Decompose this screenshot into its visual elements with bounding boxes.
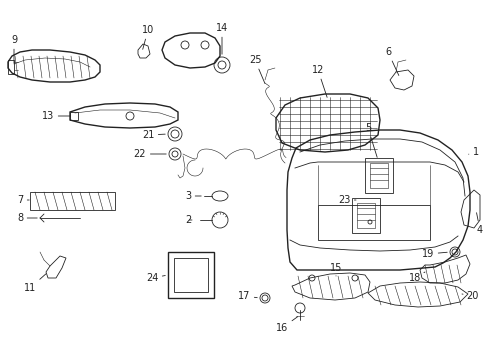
Text: 17: 17 bbox=[237, 291, 257, 301]
Text: 21: 21 bbox=[142, 130, 165, 140]
Text: 1: 1 bbox=[468, 147, 478, 157]
Text: 15: 15 bbox=[329, 263, 342, 276]
Text: 18: 18 bbox=[408, 272, 424, 283]
Text: 4: 4 bbox=[476, 213, 482, 235]
Text: 14: 14 bbox=[215, 23, 228, 54]
Text: 22: 22 bbox=[134, 149, 166, 159]
Text: 5: 5 bbox=[364, 123, 376, 157]
Text: 24: 24 bbox=[145, 273, 165, 283]
Bar bbox=[168, 252, 214, 298]
Text: 13: 13 bbox=[42, 111, 70, 121]
Text: 23: 23 bbox=[337, 195, 355, 205]
Text: 6: 6 bbox=[384, 47, 398, 76]
Text: 10: 10 bbox=[142, 25, 154, 49]
Bar bbox=[364, 158, 392, 193]
Bar bbox=[369, 163, 387, 188]
Text: 9: 9 bbox=[11, 35, 17, 63]
Text: 19: 19 bbox=[421, 249, 447, 259]
Bar bbox=[174, 258, 207, 292]
Text: 16: 16 bbox=[275, 317, 297, 333]
Bar bbox=[356, 203, 374, 228]
Text: 2: 2 bbox=[184, 215, 192, 225]
Text: 8: 8 bbox=[17, 213, 37, 223]
Text: 3: 3 bbox=[184, 191, 201, 201]
Text: 11: 11 bbox=[24, 274, 46, 293]
Text: 25: 25 bbox=[248, 55, 264, 84]
Text: 7: 7 bbox=[17, 195, 29, 205]
Bar bbox=[351, 198, 379, 233]
Text: 12: 12 bbox=[311, 65, 326, 97]
Text: 20: 20 bbox=[461, 291, 477, 301]
